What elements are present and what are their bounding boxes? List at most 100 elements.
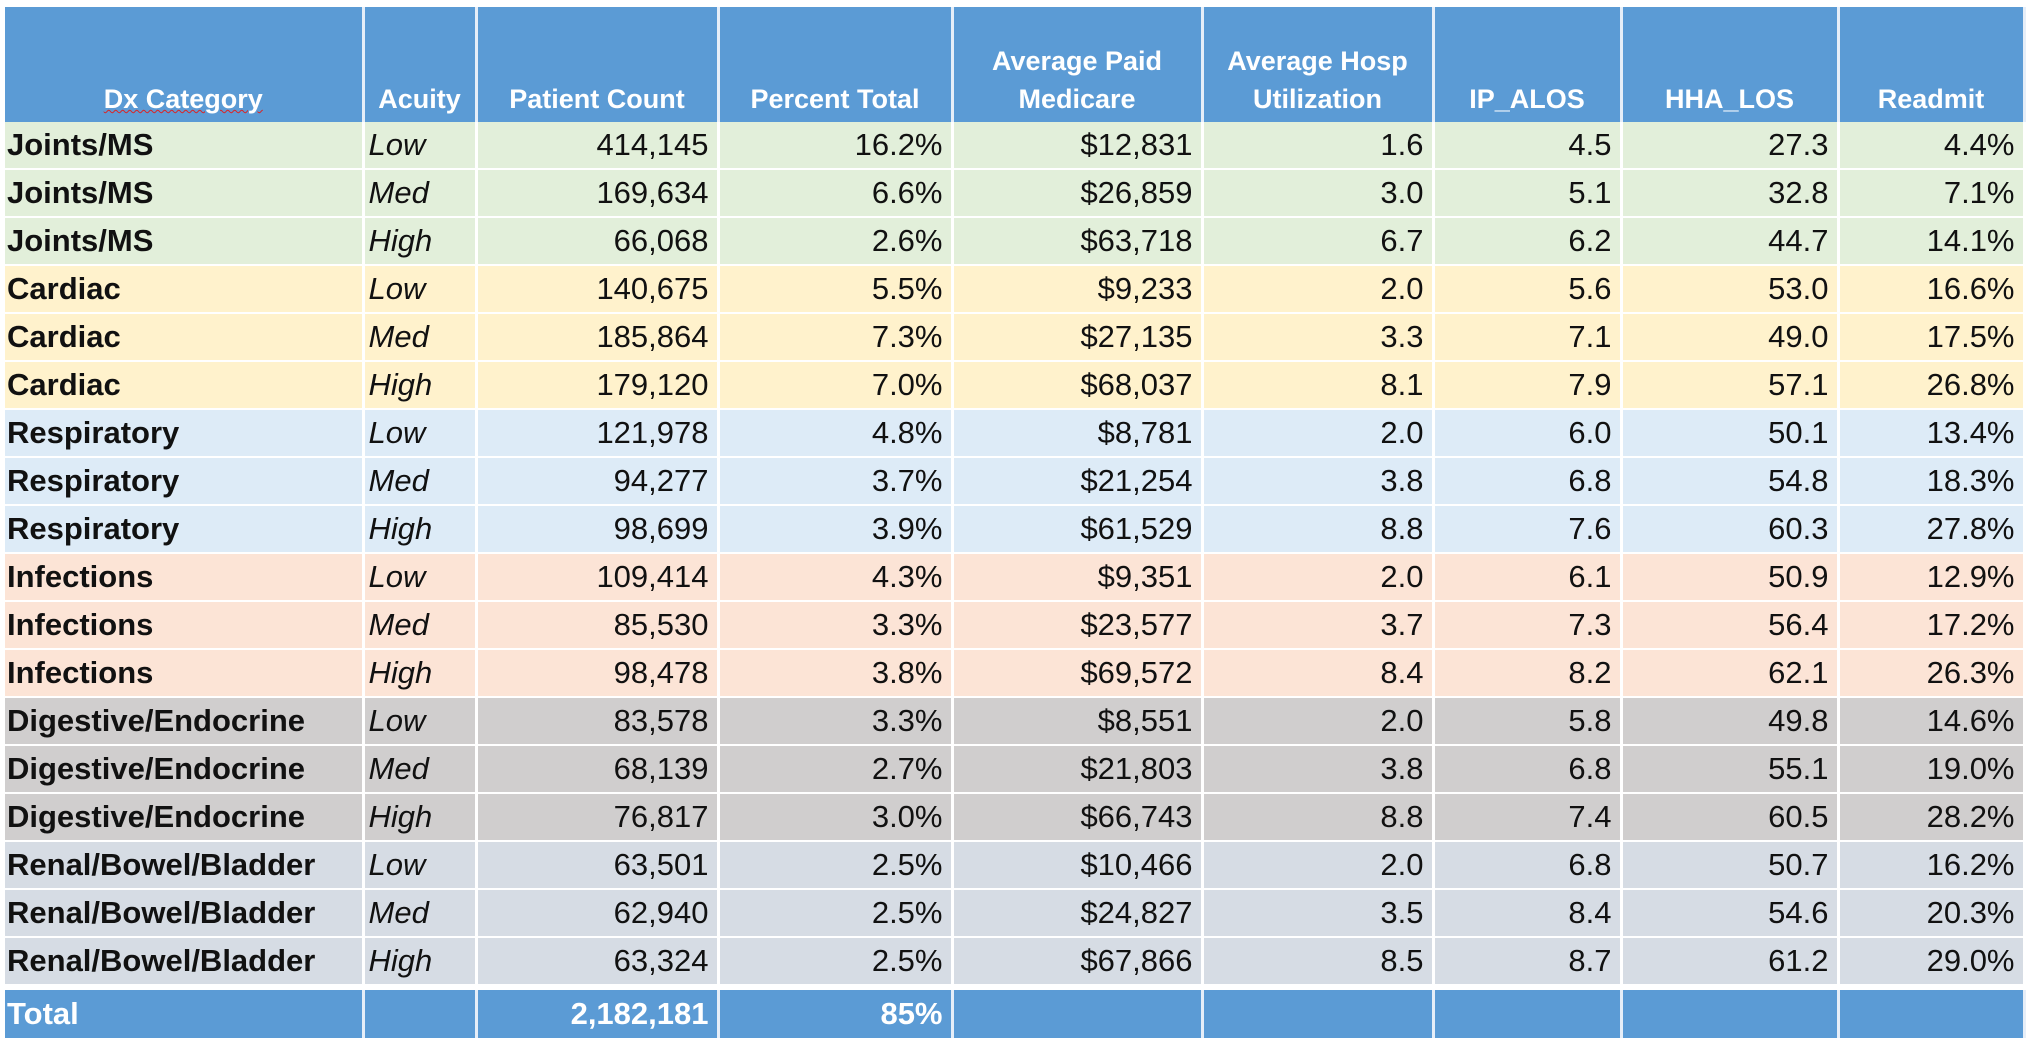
patient-count-cell[interactable]: 62,940 xyxy=(476,889,720,938)
hha-los-cell[interactable]: 61.2 xyxy=(1621,937,1840,988)
percent-total-cell[interactable]: 7.0% xyxy=(718,361,954,410)
acuity-cell[interactable]: High xyxy=(363,937,478,988)
percent-total-cell[interactable]: 4.8% xyxy=(718,409,954,458)
ip-alos-cell[interactable]: 7.9 xyxy=(1433,361,1623,410)
hosp-utilization-cell[interactable]: 8.8 xyxy=(1202,505,1435,554)
ip-alos-cell[interactable]: 6.2 xyxy=(1433,217,1623,266)
ip-alos-cell[interactable]: 6.8 xyxy=(1433,457,1623,506)
header-percent-total[interactable]: Percent Total xyxy=(718,7,954,122)
percent-total-cell[interactable]: 5.5% xyxy=(718,265,954,314)
dx-category-cell[interactable]: Infections xyxy=(5,601,365,650)
avg-paid-cell[interactable]: $8,551 xyxy=(952,697,1204,746)
acuity-cell[interactable]: Low xyxy=(363,265,478,314)
percent-total-cell[interactable]: 2.5% xyxy=(718,889,954,938)
hosp-utilization-cell[interactable]: 1.6 xyxy=(1202,122,1435,170)
hha-los-cell[interactable]: 32.8 xyxy=(1621,169,1840,218)
patient-count-cell[interactable]: 68,139 xyxy=(476,745,720,794)
header-hha-los[interactable]: HHA_LOS xyxy=(1621,7,1840,122)
percent-total-cell[interactable]: 3.3% xyxy=(718,601,954,650)
avg-paid-cell[interactable]: $10,466 xyxy=(952,841,1204,890)
percent-total-cell[interactable]: 2.7% xyxy=(718,745,954,794)
dx-category-cell[interactable]: Cardiac xyxy=(5,361,365,410)
dx-category-cell[interactable]: Joints/MS xyxy=(5,122,365,170)
percent-total-cell[interactable]: 3.9% xyxy=(718,505,954,554)
ip-alos-cell[interactable]: 7.3 xyxy=(1433,601,1623,650)
ip-alos-cell[interactable]: 8.7 xyxy=(1433,937,1623,988)
percent-total-cell[interactable]: 3.7% xyxy=(718,457,954,506)
header-dx-category[interactable]: Dx Category xyxy=(5,7,365,122)
hosp-utilization-cell[interactable]: 8.8 xyxy=(1202,793,1435,842)
acuity-cell[interactable]: Med xyxy=(363,745,478,794)
acuity-cell[interactable]: High xyxy=(363,649,478,698)
percent-total-cell[interactable]: 2.5% xyxy=(718,841,954,890)
total-label[interactable]: Total xyxy=(5,984,365,1038)
patient-count-cell[interactable]: 83,578 xyxy=(476,697,720,746)
hha-los-cell[interactable]: 49.8 xyxy=(1621,697,1840,746)
ip-alos-cell[interactable]: 6.8 xyxy=(1433,745,1623,794)
acuity-cell[interactable]: High xyxy=(363,361,478,410)
hha-los-cell[interactable]: 49.0 xyxy=(1621,313,1840,362)
header-average-hosp-utilization[interactable]: Average Hosp Utilization xyxy=(1202,7,1435,122)
readmit-cell[interactable]: 14.6% xyxy=(1838,697,2026,746)
total-hosp-cell[interactable] xyxy=(1202,984,1435,1038)
ip-alos-cell[interactable]: 7.1 xyxy=(1433,313,1623,362)
total-percent[interactable]: 85% xyxy=(718,984,954,1038)
ip-alos-cell[interactable]: 4.5 xyxy=(1433,122,1623,170)
avg-paid-cell[interactable]: $67,866 xyxy=(952,937,1204,988)
dx-category-cell[interactable]: Joints/MS xyxy=(5,217,365,266)
percent-total-cell[interactable]: 4.3% xyxy=(718,553,954,602)
hha-los-cell[interactable]: 55.1 xyxy=(1621,745,1840,794)
dx-category-cell[interactable]: Joints/MS xyxy=(5,169,365,218)
dx-category-cell[interactable]: Renal/Bowel/Bladder xyxy=(5,841,365,890)
readmit-cell[interactable]: 26.3% xyxy=(1838,649,2026,698)
readmit-cell[interactable]: 27.8% xyxy=(1838,505,2026,554)
hha-los-cell[interactable]: 60.5 xyxy=(1621,793,1840,842)
hha-los-cell[interactable]: 44.7 xyxy=(1621,217,1840,266)
percent-total-cell[interactable]: 3.3% xyxy=(718,697,954,746)
hosp-utilization-cell[interactable]: 2.0 xyxy=(1202,553,1435,602)
avg-paid-cell[interactable]: $9,351 xyxy=(952,553,1204,602)
readmit-cell[interactable]: 28.2% xyxy=(1838,793,2026,842)
readmit-cell[interactable]: 14.1% xyxy=(1838,217,2026,266)
patient-count-cell[interactable]: 414,145 xyxy=(476,122,720,170)
dx-category-cell[interactable]: Digestive/Endocrine xyxy=(5,745,365,794)
readmit-cell[interactable]: 20.3% xyxy=(1838,889,2026,938)
dx-category-cell[interactable]: Respiratory xyxy=(5,409,365,458)
ip-alos-cell[interactable]: 8.4 xyxy=(1433,889,1623,938)
percent-total-cell[interactable]: 3.8% xyxy=(718,649,954,698)
dx-category-cell[interactable]: Renal/Bowel/Bladder xyxy=(5,889,365,938)
ip-alos-cell[interactable]: 7.6 xyxy=(1433,505,1623,554)
hha-los-cell[interactable]: 54.6 xyxy=(1621,889,1840,938)
acuity-cell[interactable]: High xyxy=(363,793,478,842)
ip-alos-cell[interactable]: 8.2 xyxy=(1433,649,1623,698)
acuity-cell[interactable]: Med xyxy=(363,601,478,650)
hosp-utilization-cell[interactable]: 3.8 xyxy=(1202,745,1435,794)
dx-category-cell[interactable]: Respiratory xyxy=(5,505,365,554)
header-ip-alos[interactable]: IP_ALOS xyxy=(1433,7,1623,122)
ip-alos-cell[interactable]: 7.4 xyxy=(1433,793,1623,842)
readmit-cell[interactable]: 16.6% xyxy=(1838,265,2026,314)
patient-count-cell[interactable]: 121,978 xyxy=(476,409,720,458)
readmit-cell[interactable]: 29.0% xyxy=(1838,937,2026,988)
readmit-cell[interactable]: 12.9% xyxy=(1838,553,2026,602)
patient-count-cell[interactable]: 66,068 xyxy=(476,217,720,266)
dx-category-cell[interactable]: Infections xyxy=(5,553,365,602)
dx-category-cell[interactable]: Digestive/Endocrine xyxy=(5,697,365,746)
ip-alos-cell[interactable]: 6.0 xyxy=(1433,409,1623,458)
total-paid-cell[interactable] xyxy=(952,984,1204,1038)
ip-alos-cell[interactable]: 5.8 xyxy=(1433,697,1623,746)
readmit-cell[interactable]: 19.0% xyxy=(1838,745,2026,794)
acuity-cell[interactable]: Med xyxy=(363,313,478,362)
readmit-cell[interactable]: 13.4% xyxy=(1838,409,2026,458)
patient-count-cell[interactable]: 98,478 xyxy=(476,649,720,698)
hosp-utilization-cell[interactable]: 2.0 xyxy=(1202,697,1435,746)
readmit-cell[interactable]: 16.2% xyxy=(1838,841,2026,890)
hha-los-cell[interactable]: 54.8 xyxy=(1621,457,1840,506)
hha-los-cell[interactable]: 57.1 xyxy=(1621,361,1840,410)
avg-paid-cell[interactable]: $66,743 xyxy=(952,793,1204,842)
acuity-cell[interactable]: High xyxy=(363,505,478,554)
hha-los-cell[interactable]: 56.4 xyxy=(1621,601,1840,650)
acuity-cell[interactable]: Med xyxy=(363,169,478,218)
percent-total-cell[interactable]: 2.5% xyxy=(718,937,954,988)
hha-los-cell[interactable]: 27.3 xyxy=(1621,122,1840,170)
